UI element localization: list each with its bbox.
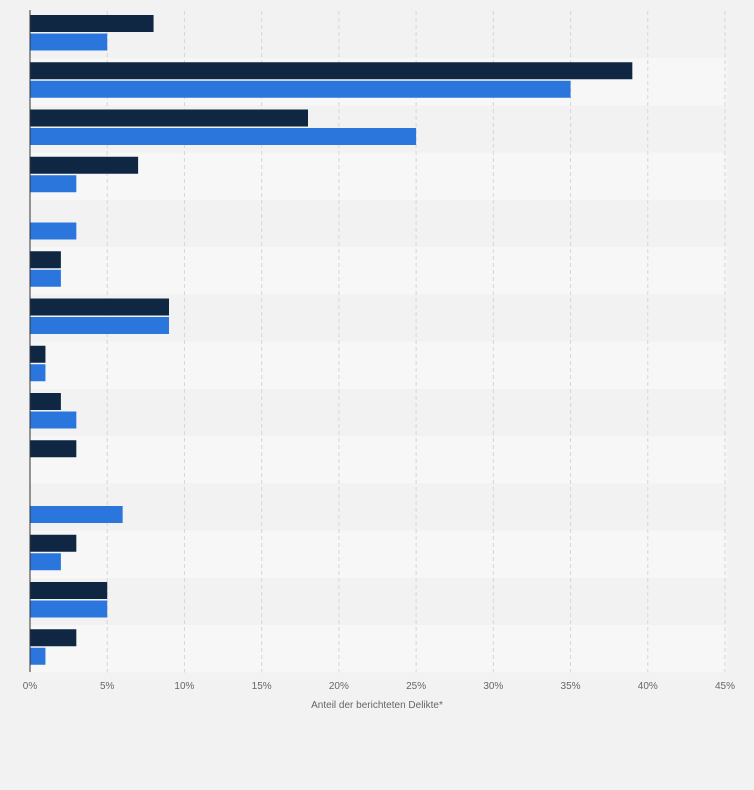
x-tick-label: 45% (715, 681, 735, 692)
bar-series-1[interactable] (30, 345, 46, 363)
bar-series-2[interactable] (30, 222, 77, 240)
bar-series-1[interactable] (30, 393, 61, 410)
bar-series-2[interactable] (30, 647, 46, 665)
bar-series-2[interactable] (30, 600, 108, 618)
row-band (30, 483, 727, 531)
row-band (30, 389, 727, 437)
bar-series-1[interactable] (30, 298, 169, 316)
bar-series-1[interactable] (30, 156, 139, 174)
grid-lines (106, 11, 726, 673)
row-band (30, 341, 727, 389)
bars (30, 15, 633, 665)
x-axis-ticks: 0% 5% 10% 15% 20% 25% 30% 35% 40% 45% (23, 681, 735, 692)
row-bands (30, 11, 727, 673)
x-tick-label: 0% (23, 681, 38, 692)
bar-series-1[interactable] (30, 629, 77, 647)
bar-series-2[interactable] (30, 553, 61, 571)
bar-series-2[interactable] (30, 128, 417, 145)
bar-series-2[interactable] (30, 33, 108, 51)
x-tick-label: 20% (329, 681, 349, 692)
row-band (30, 200, 727, 248)
bar-series-1[interactable] (30, 15, 154, 32)
bar-series-2[interactable] (30, 175, 77, 193)
bar-series-1[interactable] (30, 62, 633, 80)
bar-series-2[interactable] (30, 317, 169, 334)
x-tick-label: 5% (100, 681, 115, 692)
x-tick-label: 30% (483, 681, 503, 692)
bar-series-2[interactable] (30, 411, 77, 429)
x-tick-label: 15% (252, 681, 272, 692)
x-tick-label: 35% (561, 681, 581, 692)
bar-series-2[interactable] (30, 364, 46, 382)
row-band (30, 530, 727, 578)
bar-series-2[interactable] (30, 80, 571, 98)
row-band (30, 152, 727, 200)
row-band (30, 578, 727, 626)
row-band (30, 436, 727, 484)
bar-series-1[interactable] (30, 440, 77, 458)
row-band (30, 247, 727, 295)
bar-series-1[interactable] (30, 109, 308, 127)
x-axis-title: Anteil der berichteten Delikte* (311, 700, 443, 711)
x-tick-label: 10% (174, 681, 194, 692)
bar-series-1[interactable] (30, 534, 77, 552)
bar-series-2[interactable] (30, 506, 123, 523)
bar-series-1[interactable] (30, 582, 108, 599)
bar-series-1[interactable] (30, 251, 61, 269)
row-band (30, 625, 727, 673)
x-tick-label: 25% (406, 681, 426, 692)
bar-series-2[interactable] (30, 269, 61, 287)
x-tick-label: 40% (638, 681, 658, 692)
